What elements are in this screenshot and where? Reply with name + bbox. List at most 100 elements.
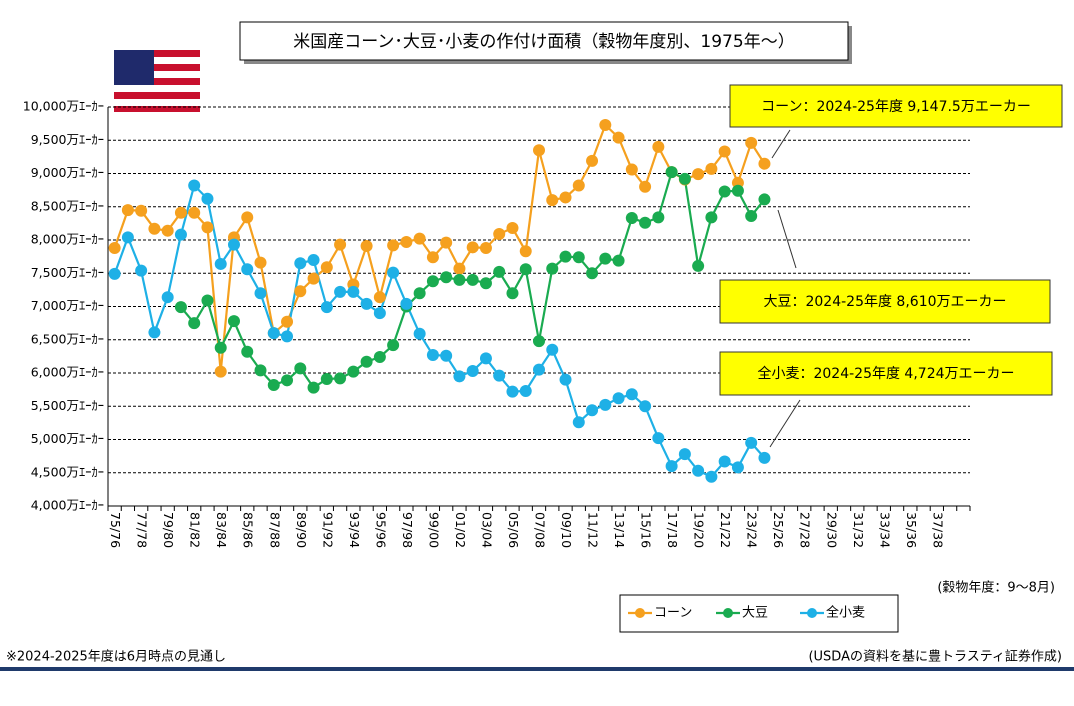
data-point	[546, 262, 559, 275]
data-point	[121, 231, 134, 244]
data-point	[201, 221, 214, 234]
data-point	[347, 285, 360, 298]
data-point	[188, 206, 201, 219]
y-tick-label: 8,000万ｴｰｶｰ	[31, 232, 104, 247]
y-tick-label: 5,500万ｴｰｶｰ	[31, 398, 104, 413]
data-point	[479, 241, 492, 254]
data-point	[320, 372, 333, 385]
x-tick-label: 03/04	[479, 512, 494, 548]
data-point	[426, 349, 439, 362]
data-point	[745, 436, 758, 449]
data-point	[440, 271, 453, 284]
x-note: (穀物年度：9～8月)	[937, 580, 1055, 596]
data-point	[612, 131, 625, 144]
data-point	[360, 297, 373, 310]
data-point	[612, 254, 625, 267]
x-tick-label: 11/12	[586, 512, 601, 548]
x-tick-label: 77/78	[135, 512, 150, 548]
y-tick-label: 9,000万ｴｰｶｰ	[31, 165, 104, 180]
data-point	[572, 179, 585, 192]
data-point	[639, 216, 652, 229]
data-point	[214, 365, 227, 378]
y-tick-label: 10,000万ｴｰｶｰ	[23, 99, 104, 114]
data-point	[161, 224, 174, 237]
y-tick-label: 7,500万ｴｰｶｰ	[31, 265, 104, 280]
data-point	[188, 179, 201, 192]
data-point	[625, 212, 638, 225]
data-point	[373, 351, 386, 364]
data-point	[241, 345, 254, 358]
data-point	[121, 204, 134, 217]
data-point	[519, 245, 532, 258]
data-point	[108, 241, 121, 254]
data-point	[692, 464, 705, 477]
data-point	[413, 232, 426, 245]
data-point	[320, 301, 333, 314]
data-point	[546, 194, 559, 207]
data-point	[506, 385, 519, 398]
data-point	[334, 238, 347, 251]
data-point	[373, 291, 386, 304]
data-point	[387, 239, 400, 252]
data-point	[559, 191, 572, 204]
data-point	[453, 262, 466, 275]
data-point	[652, 211, 665, 224]
data-point	[148, 222, 161, 235]
data-point	[599, 252, 612, 265]
data-point	[426, 275, 439, 288]
data-point	[413, 327, 426, 340]
x-tick-label: 97/98	[400, 512, 415, 548]
annotation: コーン：2024-25年度 9,147.5万エーカー	[761, 99, 1031, 115]
y-tick-label: 9,500万ｴｰｶｰ	[31, 132, 104, 147]
data-point	[334, 285, 347, 298]
legend-label: コーン	[654, 606, 692, 621]
x-tick-label: 13/14	[612, 512, 627, 548]
y-tick-label: 4,000万ｴｰｶｰ	[31, 498, 104, 513]
data-point	[678, 172, 691, 185]
data-point	[479, 352, 492, 365]
data-point	[201, 192, 214, 205]
flag-icon	[114, 50, 200, 112]
x-tick-label: 75/76	[108, 512, 123, 548]
x-tick-label: 95/96	[373, 512, 388, 548]
data-point	[214, 341, 227, 354]
data-point	[135, 204, 148, 217]
legend-swatch	[723, 608, 733, 618]
data-point	[731, 461, 744, 474]
x-tick-label: 27/28	[798, 512, 813, 548]
data-point	[254, 287, 267, 300]
y-tick-label: 6,000万ｴｰｶｰ	[31, 365, 104, 380]
data-point	[572, 251, 585, 264]
y-tick-label: 4,500万ｴｰｶｰ	[31, 464, 104, 479]
data-point	[360, 239, 373, 252]
data-point	[426, 251, 439, 264]
data-point	[758, 193, 771, 206]
data-point	[625, 163, 638, 176]
annotation: 全小麦：2024-25年度 4,724万エーカー	[757, 365, 1014, 382]
annotation-boxes	[719, 84, 1063, 448]
data-point	[307, 253, 320, 266]
data-point	[612, 392, 625, 405]
data-point	[267, 378, 280, 391]
data-point	[440, 236, 453, 249]
legend-label: 大豆	[742, 606, 768, 621]
data-point	[201, 294, 214, 307]
data-point	[639, 180, 652, 193]
data-point	[334, 372, 347, 385]
data-point	[493, 265, 506, 278]
y-tick-label: 5,000万ｴｰｶｰ	[31, 431, 104, 446]
data-point	[440, 349, 453, 362]
data-point	[586, 267, 599, 280]
x-tick-label: 01/02	[453, 512, 468, 548]
data-point	[586, 154, 599, 167]
data-point	[387, 266, 400, 279]
series-line	[113, 123, 766, 372]
data-point	[307, 381, 320, 394]
x-tick-label: 93/94	[347, 512, 362, 548]
x-tick-label: 23/24	[745, 512, 760, 548]
data-point	[519, 263, 532, 276]
data-point	[373, 307, 386, 320]
data-point	[174, 228, 187, 241]
data-point	[533, 144, 545, 157]
data-point	[599, 398, 612, 411]
